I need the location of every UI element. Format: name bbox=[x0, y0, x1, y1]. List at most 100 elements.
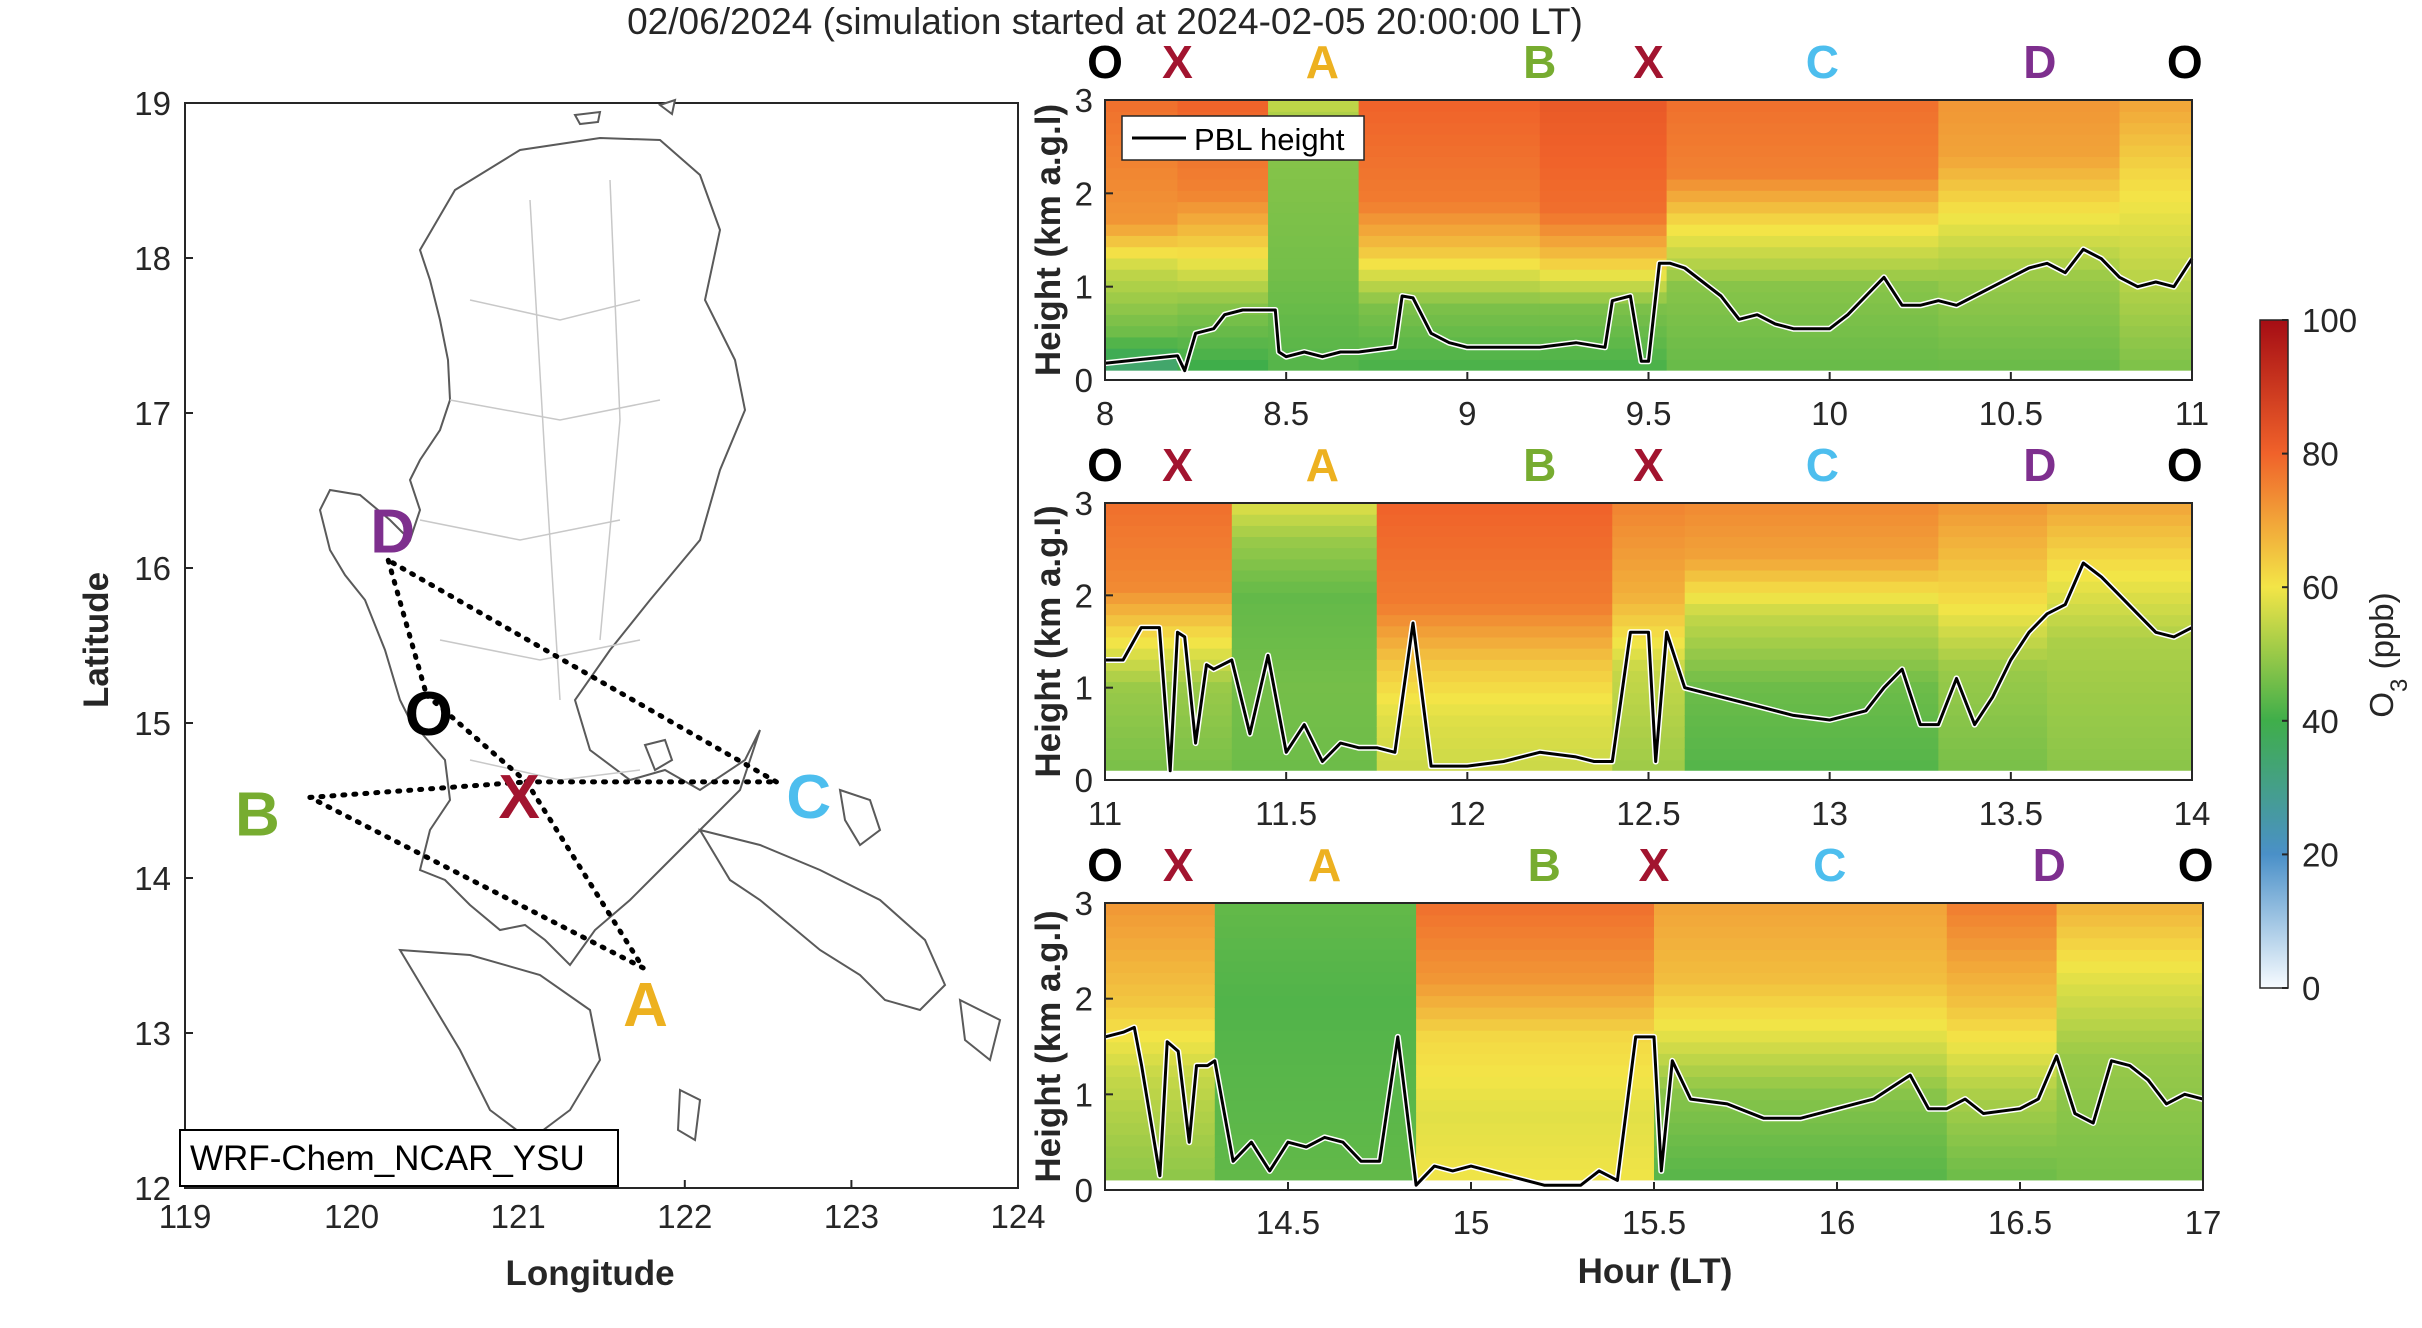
ozone-cell bbox=[2047, 703, 2193, 716]
ozone-cell bbox=[1416, 1041, 1655, 1054]
ozone-cell bbox=[1268, 336, 1360, 349]
ozone-cell bbox=[2119, 167, 2193, 180]
ozone-cell bbox=[1376, 614, 1613, 627]
ozone-cell bbox=[1654, 983, 1948, 997]
ozone-cell bbox=[1105, 972, 1216, 985]
ozone-cell bbox=[1938, 167, 2121, 180]
ozone-cell bbox=[1376, 681, 1613, 694]
ozone-cell bbox=[1268, 167, 1360, 180]
ozone-cell bbox=[1105, 995, 1216, 1008]
ozone-cell bbox=[2056, 1064, 2204, 1077]
ozone-cell bbox=[1684, 670, 1939, 683]
ozone-cell bbox=[1938, 748, 2048, 761]
ozone-cell bbox=[1416, 903, 1655, 916]
ozone-cell bbox=[1105, 960, 1216, 973]
ozone-cell bbox=[2119, 235, 2193, 248]
ozone-cell bbox=[1946, 1122, 2058, 1135]
ozone-cell bbox=[1946, 1041, 2058, 1054]
ozone-cell bbox=[1214, 1111, 1417, 1124]
ozone-cell bbox=[1358, 325, 1541, 338]
ozone-cell bbox=[2047, 726, 2193, 738]
ozone-cell bbox=[1938, 759, 2048, 772]
ozone-cell bbox=[1177, 190, 1269, 203]
ozone-cell bbox=[2119, 291, 2193, 304]
xtick-label: 11 bbox=[1088, 795, 1122, 832]
ozone-cell bbox=[2119, 314, 2193, 327]
ozone-cell bbox=[1684, 636, 1939, 649]
route-label-D: D bbox=[2033, 839, 2066, 891]
ozone-cell bbox=[1358, 212, 1541, 225]
route-segment-X-A bbox=[524, 779, 646, 971]
ozone-cell bbox=[1539, 212, 1668, 225]
figure-title: 02/06/2024 (simulation started at 2024-0… bbox=[627, 1, 1583, 42]
ozone-cell bbox=[1684, 681, 1939, 694]
ozone-cell bbox=[1938, 156, 2121, 169]
ozone-cell bbox=[1938, 703, 2048, 716]
ozone-cell bbox=[1231, 659, 1378, 671]
ozone-cell bbox=[1268, 291, 1360, 304]
ozone-cell bbox=[1214, 1041, 1417, 1054]
ozone-cell bbox=[1654, 1041, 1948, 1054]
ozone-cell bbox=[1177, 201, 1269, 214]
route-label-A: A bbox=[1308, 839, 1341, 891]
ozone-cell bbox=[1684, 625, 1939, 638]
ytick-label: 3 bbox=[1075, 82, 1093, 119]
route-lines bbox=[307, 557, 779, 971]
ozone-cell bbox=[1946, 1030, 2058, 1043]
ozone-cell bbox=[1946, 972, 2058, 985]
route-label-C: C bbox=[1806, 36, 1839, 88]
ozone-cell bbox=[1214, 983, 1417, 997]
ozone-cell bbox=[1214, 1064, 1417, 1077]
ozone-cell bbox=[1177, 348, 1269, 360]
ozone-cell bbox=[1666, 178, 1939, 191]
ozone-cell bbox=[2056, 1099, 2204, 1112]
ytick-label: 2 bbox=[1075, 175, 1093, 212]
ozone-cell bbox=[1358, 178, 1541, 191]
ozone-cell bbox=[1946, 1168, 2058, 1182]
ozone-cell bbox=[1654, 1053, 1948, 1066]
ozone-cell bbox=[1105, 581, 1233, 593]
ozone-cell bbox=[1231, 759, 1378, 772]
map-panel: 119 120 121 122 123 124 12 13 14 15 16 17 18 19 D OX C B… bbox=[77, 85, 1046, 1293]
ozone-cell bbox=[1177, 246, 1269, 259]
ozone-cell bbox=[1358, 133, 1541, 146]
ozone-cell bbox=[1539, 156, 1668, 169]
ozone-cell bbox=[1666, 336, 1939, 349]
ozone-cell bbox=[1105, 670, 1233, 683]
route-label-O: O bbox=[2178, 839, 2214, 891]
ozone-cell bbox=[2047, 681, 2193, 694]
ozone-cell bbox=[1654, 1076, 1948, 1089]
xtick-label: 12 bbox=[1449, 795, 1486, 832]
ozone-cell bbox=[1612, 726, 1686, 738]
ozone-cell bbox=[1938, 359, 2121, 372]
model-label-frame bbox=[179, 1129, 619, 1187]
ozone-cell bbox=[1376, 648, 1613, 660]
map-point-D: D bbox=[370, 497, 415, 566]
ozone-cell bbox=[1376, 514, 1613, 526]
ozone-cell bbox=[1684, 503, 1939, 515]
ozone-cell bbox=[1938, 558, 2048, 571]
ozone-cell bbox=[1612, 536, 1686, 549]
ozone-cell bbox=[2119, 269, 2193, 282]
ozone-cell bbox=[1177, 280, 1269, 293]
ozone-cell bbox=[1231, 670, 1378, 683]
ozone-cell bbox=[1105, 1018, 1216, 1031]
ozone-cell bbox=[1105, 1064, 1216, 1077]
ozone-cell bbox=[1539, 190, 1668, 203]
ozone-cell bbox=[1231, 503, 1378, 515]
ozone-cell bbox=[1666, 224, 1939, 236]
route-label-X: X bbox=[1163, 839, 1194, 891]
ozone-cell bbox=[2047, 659, 2193, 671]
ozone-cell bbox=[2056, 983, 2204, 997]
ozone-cell bbox=[1268, 325, 1360, 338]
ozone-cell bbox=[1376, 670, 1613, 683]
ozone-cell bbox=[2056, 995, 2204, 1008]
ozone-cell bbox=[1358, 269, 1541, 282]
ozone-cell bbox=[1666, 201, 1939, 214]
xtick-label: 14 bbox=[2174, 795, 2211, 832]
ozone-cell bbox=[2056, 1041, 2204, 1054]
ozone-cell bbox=[2119, 246, 2193, 259]
ozone-cell bbox=[1666, 291, 1939, 304]
panel-ylabel: Height (km a.g.l) bbox=[1029, 505, 1068, 777]
ozone-cell bbox=[2119, 359, 2193, 372]
